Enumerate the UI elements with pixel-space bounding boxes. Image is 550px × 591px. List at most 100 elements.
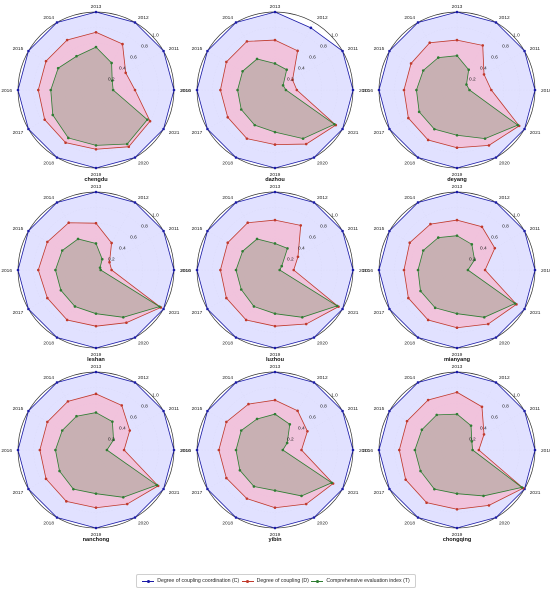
axis-category-label: 2010 [541, 88, 550, 94]
data-point-c [377, 88, 381, 92]
data-point-t [471, 448, 474, 452]
data-point-c [341, 409, 344, 413]
panel-title: chengdu [84, 177, 108, 183]
data-point-t [239, 288, 243, 291]
legend-swatch-t [311, 578, 324, 584]
data-point-c [27, 49, 30, 53]
data-point-t [99, 268, 102, 272]
data-point-c [388, 229, 391, 233]
data-point-t [112, 438, 115, 442]
data-point-c [206, 49, 209, 53]
data-point-d [226, 241, 230, 244]
data-point-c [523, 49, 526, 53]
data-point-d [225, 296, 228, 300]
axis-category-label: 2012 [138, 375, 149, 381]
axis-category-label: 2014 [404, 15, 415, 21]
data-point-c [416, 381, 420, 384]
axis-category-label: 2015 [13, 406, 24, 412]
data-point-c [234, 156, 238, 159]
data-point-d [296, 255, 300, 259]
data-point-t [252, 485, 256, 488]
legend-swatch-c [142, 578, 155, 584]
data-point-t [100, 257, 104, 261]
data-point-t [241, 249, 244, 253]
radial-tick-label: 0.2 [108, 256, 115, 262]
radial-tick-label: 0.6 [309, 414, 316, 420]
axis-category-label: 2013 [91, 184, 102, 190]
data-point-d [291, 78, 294, 82]
radar-panel-leshan: 0.2 0.4 0.6 0.8 1.0 2013 2012 2011 2010 2021 2020 2… [1, 184, 191, 363]
panel-title: dazhou [265, 177, 285, 183]
data-point-d [94, 147, 98, 151]
data-point-d [304, 502, 308, 506]
data-point-c [206, 487, 209, 491]
data-point-d [226, 116, 230, 119]
panel-title: deyang [447, 177, 467, 183]
data-point-t [51, 113, 55, 117]
data-point-d [482, 433, 486, 436]
data-point-t [280, 264, 284, 268]
axis-category-label: 2012 [138, 195, 149, 201]
data-point-d [65, 500, 68, 503]
data-point-t [110, 79, 114, 82]
data-point-d [306, 429, 309, 433]
data-point-d [405, 419, 409, 423]
radial-tick-label: 0.6 [491, 414, 498, 420]
data-point-d [429, 222, 432, 226]
data-point-t [419, 469, 422, 473]
data-point-t [333, 123, 336, 126]
axis-category-label: 2012 [317, 375, 328, 381]
radial-tick-label: 0.4 [298, 425, 305, 431]
data-point-d [455, 507, 459, 511]
data-point-c [388, 409, 391, 413]
data-point-c [416, 156, 420, 159]
data-point-t [273, 62, 277, 65]
data-point-c [16, 268, 20, 272]
radar-panel-dazhou: 0.2 0.4 0.6 0.8 1.0 2013 2012 2011 2010 2021 2020 2… [180, 4, 370, 183]
axis-category-label: 2010 [180, 448, 191, 454]
data-point-t [158, 305, 161, 308]
axis-category-label: 2017 [13, 130, 24, 136]
data-point-t [111, 420, 114, 423]
data-point-c [94, 10, 98, 14]
radial-tick-label: 0.4 [119, 65, 126, 71]
data-point-c [388, 487, 391, 491]
data-point-t [413, 448, 417, 452]
axis-category-label: 2018 [404, 521, 415, 527]
data-point-c [416, 201, 420, 204]
axis-category-label: 2013 [452, 364, 463, 370]
data-point-d [397, 448, 401, 452]
axis-category-label: 2016 [362, 88, 373, 94]
data-point-t [94, 144, 98, 147]
axis-category-label: 2015 [374, 226, 385, 232]
axis-category-label: 2019 [452, 352, 463, 358]
data-point-c [388, 49, 391, 53]
data-point-c [273, 346, 277, 350]
axis-category-label: 2015 [374, 46, 385, 52]
data-point-d [300, 448, 303, 452]
data-point-t [238, 468, 242, 472]
data-point-c [341, 49, 344, 53]
data-point-c [195, 88, 199, 92]
data-point-c [351, 268, 355, 272]
radar-panel-yibin: 0.2 0.4 0.6 0.8 1.0 2013 2012 2011 2010 2021 2020 2… [180, 364, 370, 543]
radial-tick-label: 0.2 [469, 436, 476, 442]
axis-category-label: 2018 [404, 341, 415, 347]
radial-tick-label: 0.8 [502, 43, 509, 49]
legend-label-t: Comprehensive evaluation index (T) [326, 578, 410, 584]
data-point-c [494, 336, 498, 339]
axis-category-label: 2011 [348, 226, 359, 232]
radial-tick-label: 0.4 [298, 245, 305, 251]
data-point-t [58, 469, 61, 473]
data-point-c [312, 201, 316, 204]
data-point-c [494, 516, 498, 519]
legend-item-d: Degree of coupling (D) [241, 578, 309, 584]
data-point-c [94, 526, 98, 530]
data-point-c [312, 381, 316, 384]
data-point-t [416, 268, 420, 272]
radial-tick-label: 0.2 [108, 436, 115, 442]
axis-category-label: 2021 [530, 490, 541, 496]
data-point-d [480, 405, 484, 409]
data-point-c [312, 156, 316, 159]
